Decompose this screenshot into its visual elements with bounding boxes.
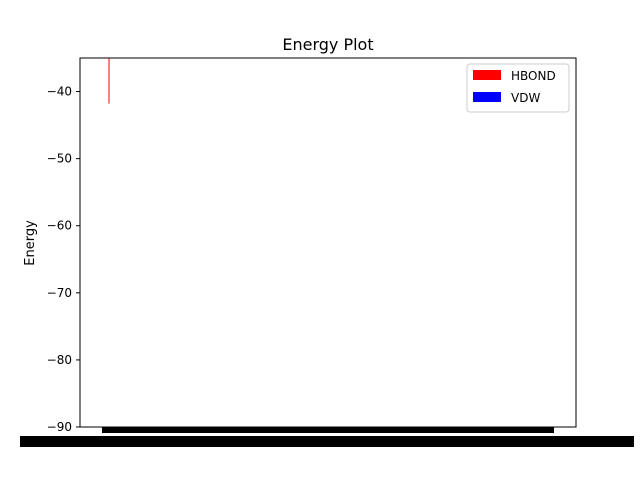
- y-axis: −40 −50 −60 −70 −80 −90: [47, 85, 80, 434]
- y-tick-label: −40: [47, 85, 72, 99]
- y-tick-label: −90: [47, 420, 72, 434]
- y-axis-label: Energy: [23, 220, 38, 266]
- y-tick-label: −50: [47, 152, 72, 166]
- axes-frame: [79, 57, 577, 428]
- chart-title: Energy Plot: [282, 35, 373, 54]
- legend: HBOND VDW: [466, 63, 570, 113]
- y-tick-label: −60: [47, 219, 72, 233]
- y-tick-label: −70: [47, 286, 72, 300]
- legend-swatch-hbond: [473, 70, 501, 80]
- bar-hbond: [108, 58, 110, 104]
- legend-label-vdw: VDW: [511, 91, 540, 105]
- x-ticks-overlap: [102, 427, 554, 433]
- legend-box: HBOND VDW: [466, 63, 570, 113]
- bars: [108, 58, 110, 104]
- legend-label-hbond: HBOND: [511, 69, 556, 83]
- legend-swatch-vdw: [473, 92, 501, 102]
- x-axis: [20, 427, 634, 447]
- y-tick-label: −80: [47, 353, 72, 367]
- x-tick-labels-overlap: [20, 436, 634, 447]
